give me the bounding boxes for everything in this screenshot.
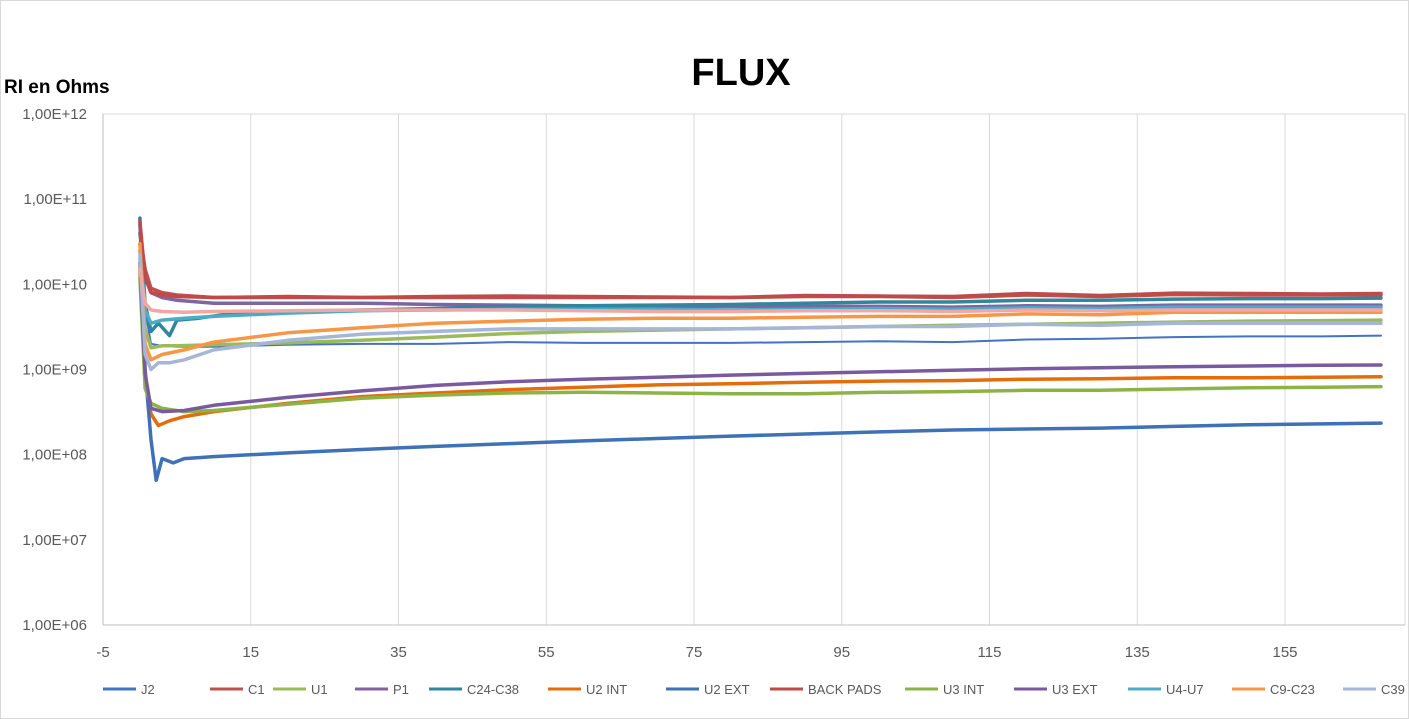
y-tick-labels: 1,00E+06 1,00E+07 1,00E+08 1,00E+09 1,00E+10…	[22, 106, 87, 634]
series-line-c9-c23	[138, 241, 1383, 362]
series-line-back-pads	[138, 219, 1383, 300]
y-tick-label: 1,00E+07	[22, 532, 87, 549]
legend-label: U3 EXT	[1052, 682, 1098, 697]
series-line-u2-ext	[138, 216, 1383, 483]
x-tick-label: 55	[538, 644, 555, 661]
chart-title: FLUX	[691, 52, 791, 94]
legend-label: C1	[248, 682, 265, 697]
y-tick-label: 1,00E+06	[22, 617, 87, 634]
x-tick-labels: -5 15 35 55 75 95 115 135 155	[96, 644, 1297, 661]
legend-label: C9-C23	[1270, 682, 1315, 697]
gridlines	[102, 113, 1406, 626]
x-tick-label: 115	[978, 644, 1002, 661]
legend-label: C24-C38	[467, 682, 519, 697]
legend-label: U4-U7	[1166, 682, 1204, 697]
x-tick-label: -5	[96, 644, 109, 661]
legend-label: U2 INT	[586, 682, 627, 697]
legend-label: U2 EXT	[704, 682, 750, 697]
x-tick-label: 35	[390, 644, 407, 661]
legend-label: U1	[311, 682, 328, 697]
legend: J2 C1 U1 P1 C24-C38 U2 INT U2 EXT BACK PADS U3 I…	[103, 682, 1405, 697]
legend-label: BACK PADS	[808, 682, 882, 697]
x-tick-label: 15	[242, 644, 259, 661]
x-tick-label: 135	[1125, 644, 1150, 661]
series-line-unnamed	[138, 267, 1383, 315]
y-tick-label: 1,00E+10	[22, 276, 87, 293]
x-tick-label: 75	[686, 644, 703, 661]
legend-label: U3 INT	[943, 682, 984, 697]
series-line-u4-u7	[138, 248, 1383, 325]
series-line-c24-c38	[138, 223, 1383, 338]
y-axis-label: RI en Ohms	[4, 77, 110, 98]
x-tick-label: 155	[1272, 644, 1297, 661]
y-tick-label: 1,00E+08	[22, 447, 87, 464]
series-line-u3-ext	[138, 260, 1383, 414]
y-tick-label: 1,00E+12	[22, 106, 87, 123]
legend-label: J2	[141, 682, 155, 697]
series-line-c1	[138, 231, 1383, 300]
series-line-u2-int	[138, 267, 1383, 428]
legend-label: C39	[1381, 682, 1405, 697]
y-tick-label: 1,00E+11	[23, 191, 87, 208]
y-tick-label: 1,00E+09	[22, 362, 87, 379]
x-tick-label: 95	[833, 644, 850, 661]
plot-series	[138, 216, 1383, 483]
legend-label: P1	[393, 682, 409, 697]
series-line-c39	[138, 253, 1383, 372]
